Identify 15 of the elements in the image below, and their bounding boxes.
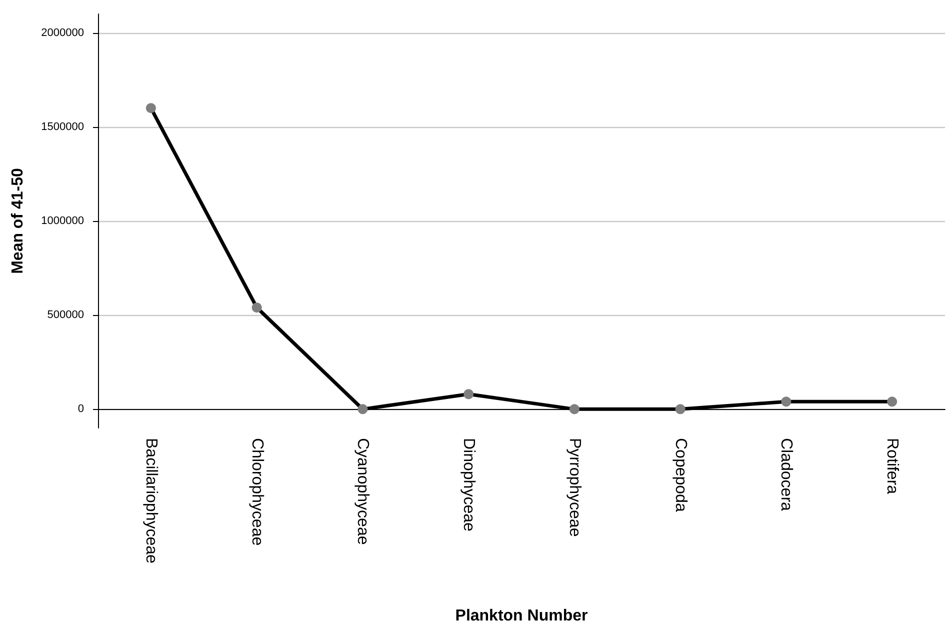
y-tick-label: 2000000 [41, 26, 84, 39]
y-tick-label: 1500000 [41, 120, 84, 133]
y-tick-label: 1000000 [41, 215, 84, 227]
x-tick-label: Rotifera [884, 438, 901, 494]
x-tick-label: Pyrrophyceae [566, 438, 583, 537]
x-tick-label: Cyanophyceae [354, 438, 372, 545]
x-tick-label: Copepoda [672, 438, 689, 512]
y-axis-title: Mean of 41-50 [10, 168, 26, 274]
x-tick-label: Dinophyceae [460, 438, 478, 532]
x-tick-label: Chlorophyceae [248, 438, 266, 546]
y-tick-label: 0 [78, 403, 84, 416]
x-axis-title: Plankton Number [455, 608, 588, 624]
x-tick-label: Cladocera [778, 438, 795, 512]
x-tick-label: Bacillariophyceae [142, 438, 160, 564]
y-tick-label: 500000 [47, 309, 84, 322]
